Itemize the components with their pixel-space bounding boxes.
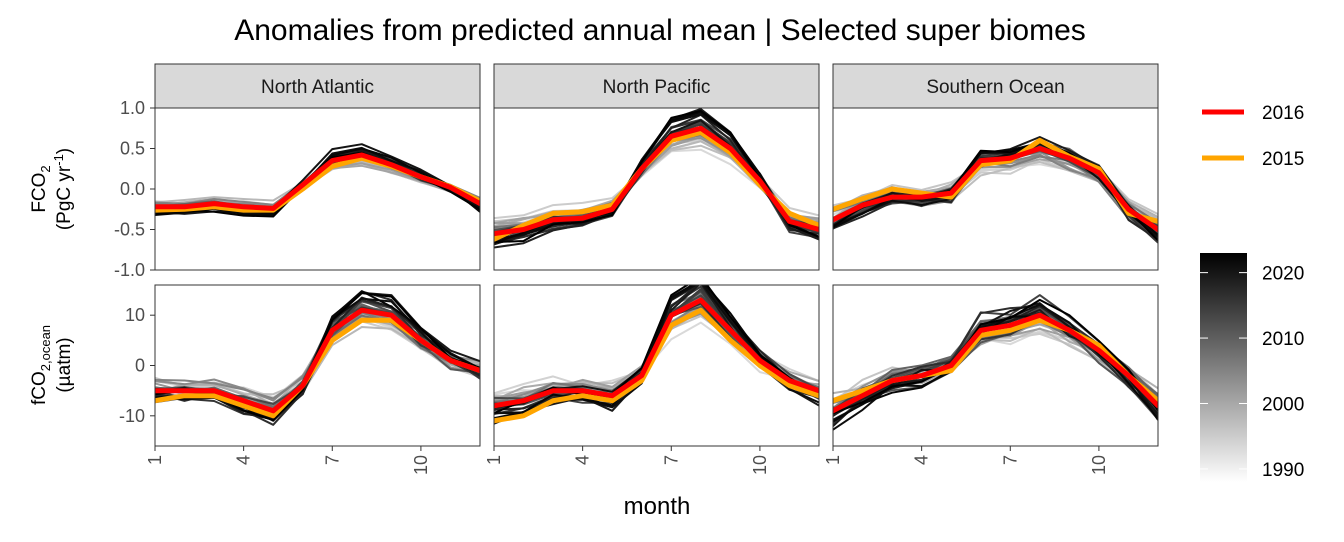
facet-panels: North Atlantic 1.0 0.5 0.0 -0.5 -1.0 North Pac… (29, 63, 1159, 475)
facet-strip-label: North Pacific (603, 77, 711, 98)
y-axis-title-sub: 2 (38, 165, 53, 172)
facet-panel-fco2-2: Southern Ocean (832, 63, 1159, 271)
y-axis-title-sub: 2,ocean (38, 325, 53, 371)
facet-strip-label: North Atlantic (261, 77, 374, 98)
series-line-2016 (494, 125, 819, 237)
panel-lines (155, 143, 480, 218)
y-tick-label: -10 (119, 406, 145, 426)
facet-panel-fco2-1: North Pacific (493, 63, 820, 271)
x-tick-label: 7 (661, 455, 681, 465)
y-axis-title-line1: fCO2,ocean (29, 325, 53, 405)
panel-background (155, 108, 480, 270)
x-tick-label: 7 (1000, 455, 1020, 465)
x-axis-title: month (624, 493, 691, 520)
colorbar-label: 2010 (1262, 329, 1304, 350)
series-line-2016 (494, 297, 819, 409)
y-axis-title-main: fCO (29, 371, 50, 405)
y-axis-title-line1: FCO2 (29, 165, 53, 212)
x-tick-label: 7 (322, 455, 342, 465)
x-tick-label: 4 (573, 455, 593, 465)
x-tick-label: 10 (411, 455, 431, 475)
y-tick-label: 10 (125, 305, 145, 325)
y-axis-title-line2: (PgC yr-1) (51, 148, 75, 230)
facet-strip (493, 63, 820, 109)
x-tick-label: 1 (145, 455, 165, 465)
series-line-2016 (155, 152, 480, 211)
facet-panel-fco2ocean-1: 1 4 7 10 (484, 284, 820, 475)
panel-lines (833, 136, 1158, 244)
legend: 2016 2015 2020 2010 2000 1990 (1200, 103, 1304, 482)
y-axis-title-line2: (µatm) (54, 337, 75, 392)
y-tick-label: -1.0 (114, 260, 145, 280)
series-line-2015 (494, 307, 819, 424)
series-line-2016 (833, 146, 1158, 232)
y-axis-title-main: FCO (29, 173, 50, 213)
colorbar-label: 2000 (1262, 394, 1304, 415)
chart-title: Anomalies from predicted annual mean | S… (234, 14, 1086, 47)
legend-label-2016: 2016 (1262, 103, 1304, 124)
y-tick-label: 0.5 (120, 139, 145, 159)
series-line-2016 (155, 307, 480, 414)
ensemble-line (494, 285, 819, 415)
panel-border (832, 284, 1159, 447)
x-tick-label: 10 (750, 455, 770, 475)
colorbar-label: 2020 (1262, 264, 1304, 285)
panel-border (493, 107, 820, 271)
y-axis-title-unit-sup: -1 (51, 154, 66, 166)
panel-lines (494, 285, 819, 425)
x-tick-label: 4 (912, 455, 932, 465)
x-tick-label: 4 (234, 455, 254, 465)
y-axis-title: fCO2,ocean (µatm) (29, 325, 75, 405)
y-axis-title-unit-end: ) (54, 148, 75, 154)
ensemble-line (833, 298, 1158, 415)
ensemble-line (833, 319, 1158, 425)
x-tick-label: 10 (1089, 455, 1109, 475)
colorbar-label: 1990 (1262, 460, 1304, 481)
facet-strip (154, 63, 481, 109)
colorbar (1200, 253, 1247, 482)
series-line-2016 (833, 312, 1158, 414)
facet-panel-fco2-0: North Atlantic 1.0 0.5 0.0 -0.5 -1.0 (114, 63, 481, 280)
facet-panel-fco2ocean-2: 1 4 7 10 (823, 284, 1159, 475)
facet-panel-fco2ocean-0: 10 0 -10 1 4 7 10 (119, 284, 481, 475)
x-tick-label: 1 (823, 455, 843, 465)
legend-label-2015: 2015 (1262, 149, 1304, 170)
y-tick-label: 0 (135, 356, 145, 376)
y-tick-label: 1.0 (120, 98, 145, 118)
y-tick-label: 0.0 (120, 179, 145, 199)
facet-strip-label: Southern Ocean (926, 77, 1064, 98)
panel-border (832, 107, 1159, 271)
panel-lines (155, 290, 480, 426)
x-tick-label: 1 (484, 455, 504, 465)
y-axis-title: FCO2 (PgC yr-1) (29, 148, 75, 230)
panel-lines (494, 108, 819, 249)
panel-lines (833, 294, 1158, 431)
y-axis-title-unit: (µatm) (54, 337, 75, 392)
facet-strip (832, 63, 1159, 109)
y-axis-title-unit: (PgC yr (54, 165, 75, 230)
y-tick-label: -0.5 (114, 220, 145, 240)
panel-border (493, 284, 820, 447)
